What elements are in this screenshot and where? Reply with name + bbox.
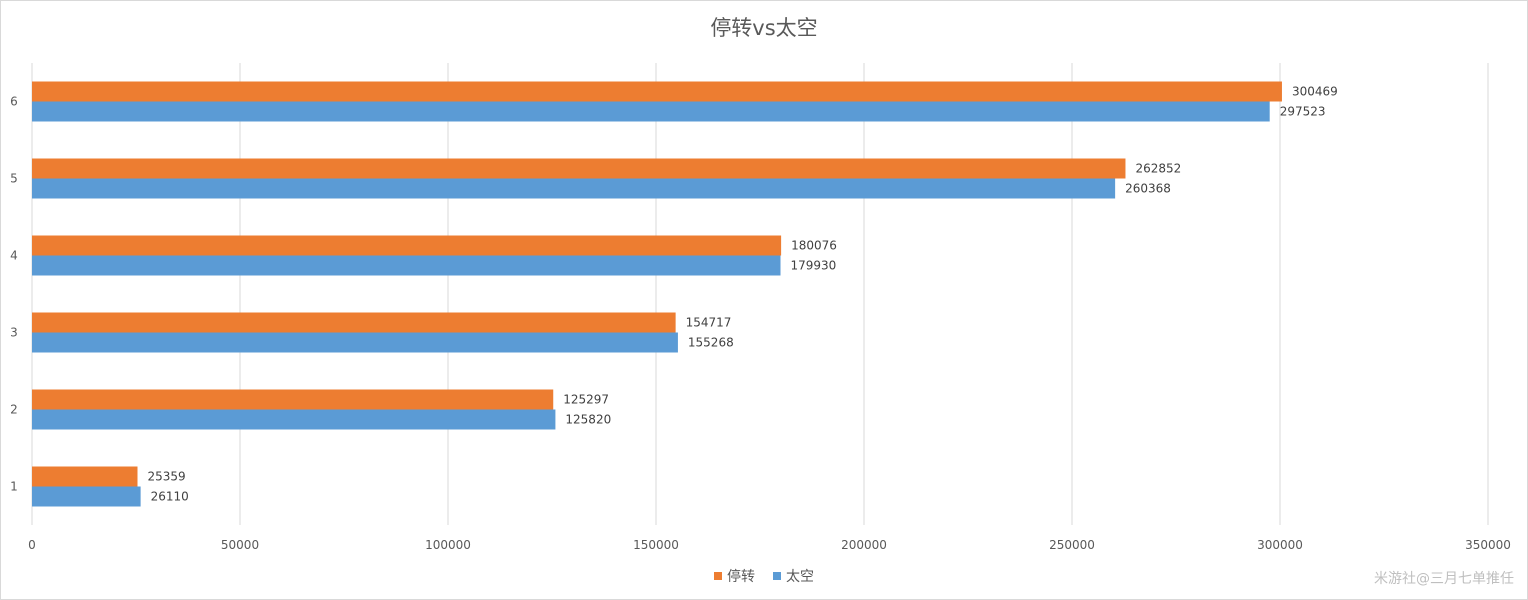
- x-tick-label: 200000: [841, 538, 887, 552]
- x-tick-label: 50000: [221, 538, 259, 552]
- data-label: 180076: [791, 239, 837, 253]
- data-label: 300469: [1292, 85, 1338, 99]
- x-tick-label: 0: [28, 538, 36, 552]
- x-tick-label: 300000: [1257, 538, 1303, 552]
- bar-series-1: [32, 332, 678, 353]
- y-tick-label: 6: [10, 95, 18, 109]
- bar-series-0: [32, 158, 1126, 179]
- bar-series-1: [32, 486, 141, 507]
- bar-series-1: [32, 178, 1116, 199]
- y-tick-label: 2: [10, 403, 18, 417]
- bar-series-0: [32, 466, 138, 487]
- data-label: 179930: [791, 259, 837, 273]
- x-tick-label: 350000: [1465, 538, 1511, 552]
- y-tick-label: 1: [10, 480, 18, 494]
- legend-item-series-1: 太空: [773, 566, 814, 586]
- data-label: 262852: [1135, 162, 1181, 176]
- bar-series-0: [32, 389, 554, 410]
- chart-title: 停转vs太空: [710, 16, 818, 40]
- legend-item-series-0: 停转: [714, 566, 755, 586]
- bar-series-0: [32, 81, 1282, 102]
- data-label: 25359: [147, 470, 185, 484]
- data-label: 154717: [686, 316, 732, 330]
- x-tick-label: 100000: [425, 538, 471, 552]
- watermark: 米游社@三月七单推任: [1374, 571, 1514, 587]
- data-label: 155268: [688, 336, 734, 350]
- y-tick-label: 5: [10, 172, 18, 186]
- data-label: 125297: [563, 393, 609, 407]
- x-tick-label: 250000: [1049, 538, 1095, 552]
- legend-label-series-0: 停转: [727, 569, 755, 585]
- y-tick-label: 3: [10, 326, 18, 340]
- bar-series-0: [32, 235, 782, 256]
- data-label: 260368: [1125, 182, 1171, 196]
- legend-swatch-series-0: [714, 572, 722, 580]
- legend: 停转 太空: [0, 566, 1528, 586]
- data-label: 125820: [565, 413, 611, 427]
- bar-series-1: [32, 255, 781, 276]
- legend-swatch-series-1: [773, 572, 781, 580]
- data-label: 297523: [1280, 105, 1326, 119]
- x-tick-label: 150000: [633, 538, 679, 552]
- bar-series-1: [32, 101, 1270, 122]
- data-label: 26110: [151, 490, 189, 504]
- legend-label-series-1: 太空: [786, 569, 814, 585]
- y-tick-label: 4: [10, 249, 18, 263]
- bar-series-0: [32, 312, 676, 333]
- bar-series-1: [32, 409, 556, 430]
